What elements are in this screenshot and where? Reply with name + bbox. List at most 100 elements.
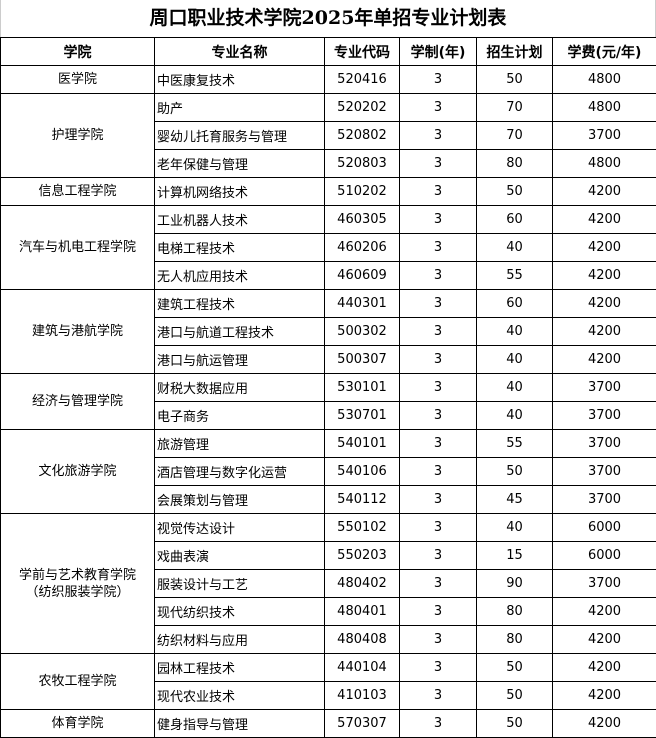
- duration: 3: [400, 458, 477, 486]
- major-name: 现代农业技术: [155, 682, 325, 710]
- duration: 3: [400, 122, 477, 150]
- tuition: 4200: [553, 598, 656, 626]
- duration: 3: [400, 402, 477, 430]
- header-major-name: 专业名称: [155, 38, 325, 66]
- enrollment: 90: [477, 570, 553, 598]
- tuition: 4200: [553, 318, 656, 346]
- duration: 3: [400, 710, 477, 738]
- tuition: 4200: [553, 654, 656, 682]
- duration: 3: [400, 514, 477, 542]
- major-name: 现代纺织技术: [155, 598, 325, 626]
- major-name: 园林工程技术: [155, 654, 325, 682]
- major-name: 老年保健与管理: [155, 150, 325, 178]
- major-code: 520802: [325, 122, 400, 150]
- duration: 3: [400, 570, 477, 598]
- tuition: 3700: [553, 458, 656, 486]
- major-name: 服装设计与工艺: [155, 570, 325, 598]
- major-code: 530701: [325, 402, 400, 430]
- enrollment: 50: [477, 66, 553, 94]
- enrollment: 40: [477, 374, 553, 402]
- major-name: 港口与航运管理: [155, 346, 325, 374]
- tuition: 3700: [553, 374, 656, 402]
- major-code: 480408: [325, 626, 400, 654]
- tuition: 3700: [553, 402, 656, 430]
- major-name: 财税大数据应用: [155, 374, 325, 402]
- major-code: 510202: [325, 178, 400, 206]
- major-code: 440104: [325, 654, 400, 682]
- college-name: 文化旅游学院: [1, 430, 155, 514]
- enrollment: 50: [477, 458, 553, 486]
- enrollment: 40: [477, 402, 553, 430]
- duration: 3: [400, 66, 477, 94]
- major-code: 540101: [325, 430, 400, 458]
- header-enrollment: 招生计划: [477, 38, 553, 66]
- enrollment: 50: [477, 682, 553, 710]
- tuition: 3700: [553, 486, 656, 514]
- major-name: 婴幼儿托育服务与管理: [155, 122, 325, 150]
- duration: 3: [400, 598, 477, 626]
- page-title: 周口职业技术学院2025年单招专业计划表: [0, 0, 656, 37]
- tuition: 4200: [553, 234, 656, 262]
- major-name: 无人机应用技术: [155, 262, 325, 290]
- tuition: 6000: [553, 514, 656, 542]
- major-name: 电子商务: [155, 402, 325, 430]
- enrollment: 60: [477, 206, 553, 234]
- college-name: 经济与管理学院: [1, 374, 155, 430]
- major-name: 中医康复技术: [155, 66, 325, 94]
- major-name: 酒店管理与数字化运营: [155, 458, 325, 486]
- major-code: 480401: [325, 598, 400, 626]
- major-code: 460609: [325, 262, 400, 290]
- major-code: 540106: [325, 458, 400, 486]
- major-name: 旅游管理: [155, 430, 325, 458]
- major-code: 440301: [325, 290, 400, 318]
- enrollment: 55: [477, 262, 553, 290]
- enrollment: 15: [477, 542, 553, 570]
- header-tuition: 学费(元/年): [553, 38, 656, 66]
- major-code: 500302: [325, 318, 400, 346]
- major-code: 500307: [325, 346, 400, 374]
- major-name: 建筑工程技术: [155, 290, 325, 318]
- college-name: 学前与艺术教育学院 （纺织服装学院）: [1, 514, 155, 654]
- duration: 3: [400, 94, 477, 122]
- enrollment: 45: [477, 486, 553, 514]
- tuition: 4200: [553, 206, 656, 234]
- major-code: 460305: [325, 206, 400, 234]
- enrollment: 40: [477, 234, 553, 262]
- major-code: 480402: [325, 570, 400, 598]
- enrollment: 70: [477, 94, 553, 122]
- enrollment: 60: [477, 290, 553, 318]
- major-code: 540112: [325, 486, 400, 514]
- enrollment: 55: [477, 430, 553, 458]
- major-name: 健身指导与管理: [155, 710, 325, 738]
- tuition: 4200: [553, 262, 656, 290]
- header-row: 学院专业名称专业代码学制(年)招生计划学费(元/年): [1, 38, 656, 66]
- duration: 3: [400, 150, 477, 178]
- major-name: 计算机网络技术: [155, 178, 325, 206]
- tuition: 4200: [553, 682, 656, 710]
- header-major-code: 专业代码: [325, 38, 400, 66]
- major-name: 戏曲表演: [155, 542, 325, 570]
- college-name: 信息工程学院: [1, 178, 155, 206]
- duration: 3: [400, 178, 477, 206]
- enrollment: 40: [477, 318, 553, 346]
- college-name: 汽车与机电工程学院: [1, 206, 155, 290]
- major-name: 助产: [155, 94, 325, 122]
- enrollment: 40: [477, 514, 553, 542]
- major-name: 电梯工程技术: [155, 234, 325, 262]
- duration: 3: [400, 206, 477, 234]
- enrollment: 80: [477, 598, 553, 626]
- tuition: 3700: [553, 122, 656, 150]
- tuition: 4800: [553, 66, 656, 94]
- major-code: 410103: [325, 682, 400, 710]
- header-college: 学院: [1, 38, 155, 66]
- header-duration: 学制(年): [400, 38, 477, 66]
- enrollment: 40: [477, 346, 553, 374]
- duration: 3: [400, 234, 477, 262]
- tuition: 4800: [553, 94, 656, 122]
